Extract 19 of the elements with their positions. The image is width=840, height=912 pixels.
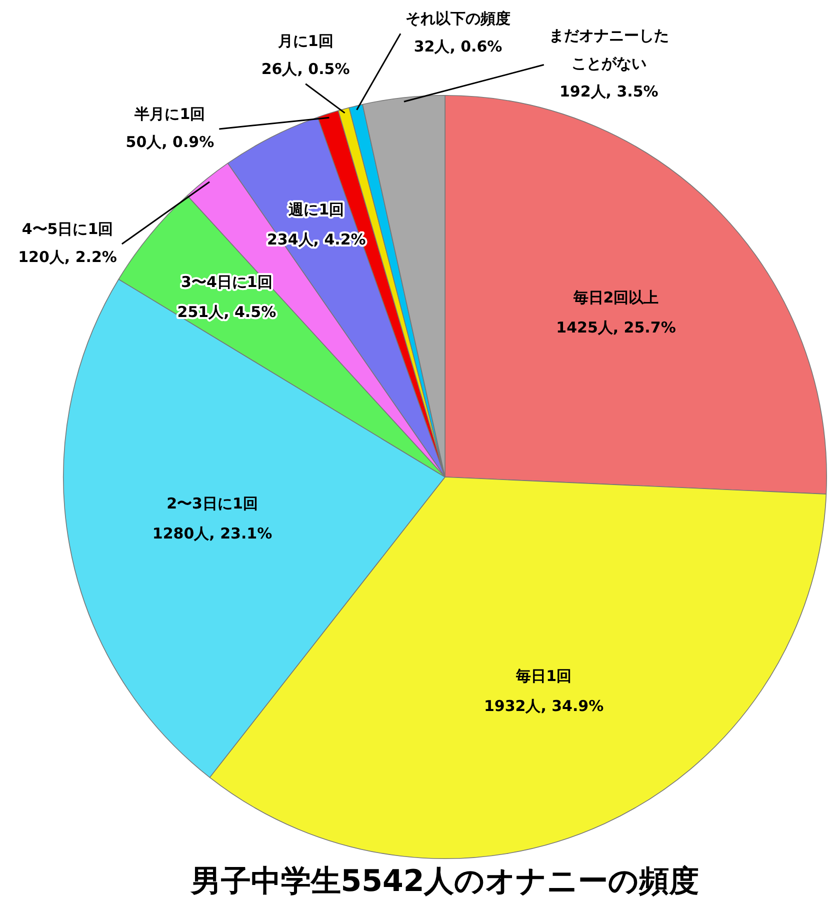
text: 男子中学生5542人のオナニーの頻度 — [190, 864, 700, 899]
slice-label: 毎日2回以上 — [572, 288, 659, 306]
data-label: 1280人, 23.1% — [152, 524, 272, 542]
slice-label: 月に1回 — [276, 32, 334, 50]
slice-label: 4〜5日に1回 — [22, 220, 114, 238]
slice-label: 半月に1回 — [134, 104, 206, 123]
slice-label: まだオナニーしたことがない — [548, 26, 669, 73]
slice-label: 毎日1回 — [515, 666, 572, 685]
data-label: 1425人, 25.7% — [556, 318, 676, 336]
data-label: 26人, 0.5% — [261, 60, 350, 78]
data-label: 192人, 3.5% — [559, 82, 658, 101]
data-label: 120人, 2.2% — [18, 248, 117, 266]
data-label: 1932人, 34.9% — [484, 696, 604, 715]
slice-label: 週に1回 — [288, 200, 344, 218]
slice-label: 2〜3日に1回 — [166, 494, 258, 512]
data-label: 50人, 0.9% — [126, 132, 214, 151]
data-label: 32人, 0.6% — [414, 37, 502, 56]
data-label: 251人, 4.5% — [177, 302, 276, 321]
slice-label: それ以下の頻度 — [406, 9, 511, 28]
